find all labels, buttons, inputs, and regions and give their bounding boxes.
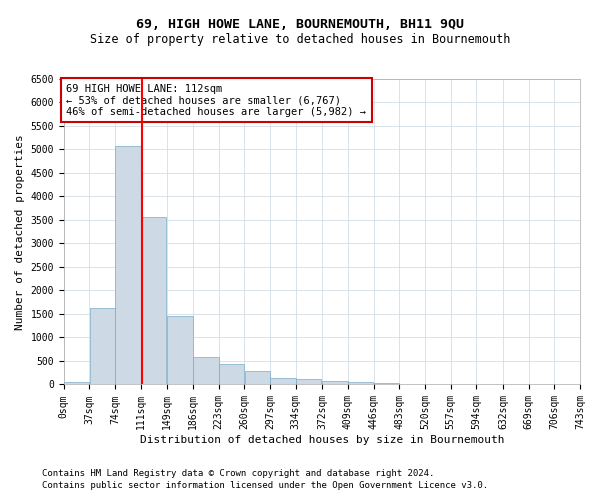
Bar [374, 383, 399, 384]
Text: Contains HM Land Registry data © Crown copyright and database right 2024.: Contains HM Land Registry data © Crown c… [42, 468, 434, 477]
Bar [64, 382, 89, 384]
Bar [296, 380, 322, 384]
Bar [348, 382, 373, 384]
Text: 69 HIGH HOWE LANE: 112sqm
← 53% of detached houses are smaller (6,767)
46% of se: 69 HIGH HOWE LANE: 112sqm ← 53% of detac… [67, 84, 367, 117]
Bar [167, 316, 193, 384]
Bar [89, 308, 115, 384]
Text: Size of property relative to detached houses in Bournemouth: Size of property relative to detached ho… [90, 32, 510, 46]
Bar [115, 146, 141, 384]
Text: 69, HIGH HOWE LANE, BOURNEMOUTH, BH11 9QU: 69, HIGH HOWE LANE, BOURNEMOUTH, BH11 9Q… [136, 18, 464, 30]
Bar [271, 378, 296, 384]
X-axis label: Distribution of detached houses by size in Bournemouth: Distribution of detached houses by size … [140, 435, 504, 445]
Bar [219, 364, 244, 384]
Bar [322, 380, 348, 384]
Bar [193, 356, 218, 384]
Text: Contains public sector information licensed under the Open Government Licence v3: Contains public sector information licen… [42, 481, 488, 490]
Y-axis label: Number of detached properties: Number of detached properties [15, 134, 25, 330]
Bar [141, 217, 166, 384]
Bar [245, 372, 270, 384]
